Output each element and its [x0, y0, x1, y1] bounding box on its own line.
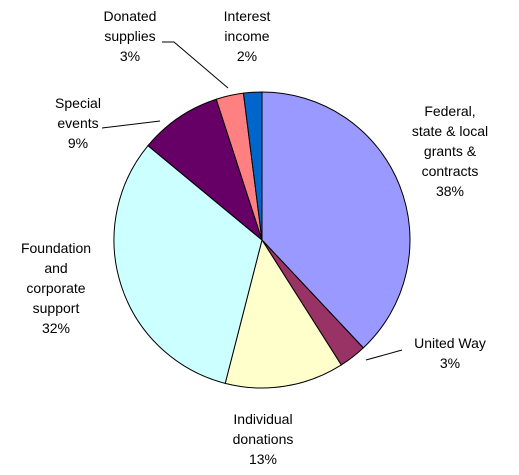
pie-slice-federal-state-local-grants-contracts — [261, 91, 411, 349]
slice-label-united-way: United Way 3% — [414, 335, 486, 371]
slice-value-label: 3% — [440, 355, 460, 371]
slice-label-line: support — [33, 300, 80, 316]
slice-labels: Federal, state & local grants & contracts 38… — [21, 8, 488, 467]
pie-slice-individual-donations — [224, 238, 342, 389]
slice-value-label: 32% — [42, 320, 70, 336]
slice-label-federal-state-local-grants-contracts: Federal, state & local grants & contracts 38… — [412, 103, 488, 199]
slice-label-line: United Way — [414, 335, 486, 351]
slice-label-donated-supplies: Donated supplies 3% — [104, 8, 157, 64]
leader-line-donated-supplies — [162, 41, 229, 89]
slice-label-line: events — [57, 115, 98, 131]
slice-label-line: grants & — [424, 143, 477, 159]
slice-label-line: Special — [55, 95, 101, 111]
slice-label-individual-donations: Individual donations 13% — [233, 411, 294, 467]
slice-label-line: Donated — [104, 8, 157, 24]
slice-label-line: Federal, — [424, 103, 475, 119]
slice-value-label: 13% — [249, 451, 277, 467]
slice-label-line: and — [44, 260, 67, 276]
pie-slice-special-events — [147, 98, 264, 242]
slice-label-line: Foundation — [21, 240, 91, 256]
slice-value-label: 3% — [120, 48, 140, 64]
leader-lines — [101, 41, 403, 361]
slice-label-line: corporate — [26, 280, 85, 296]
pie-slices — [113, 91, 411, 389]
slice-label-line: donations — [233, 431, 294, 447]
slice-label-line: income — [224, 28, 269, 44]
slice-label-line: contracts — [422, 163, 479, 179]
pie-slice-foundation-and-corporate-support — [113, 144, 263, 384]
pie-slice-interest-income — [242, 91, 263, 241]
slice-value-label: 38% — [436, 183, 464, 199]
slice-label-special-events: Special events 9% — [55, 95, 101, 151]
slice-label-foundation-and-corporate-support: Foundation and corporate support 32% — [21, 240, 91, 336]
slice-label-line: Interest — [224, 8, 271, 24]
slice-label-interest-income: Interest income 2% — [224, 8, 271, 64]
slice-label-line: Individual — [233, 411, 292, 427]
leader-line-united-way — [365, 349, 403, 361]
leader-line-special-events — [101, 120, 161, 129]
slice-value-label: 9% — [68, 135, 88, 151]
slice-value-label: 2% — [237, 48, 257, 64]
slice-label-line: supplies — [104, 28, 155, 44]
slice-label-line: state & local — [412, 123, 488, 139]
